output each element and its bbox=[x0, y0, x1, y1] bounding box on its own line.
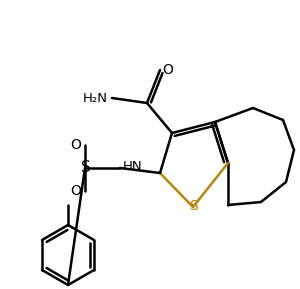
Text: H₂N: H₂N bbox=[83, 92, 108, 105]
Text: S: S bbox=[81, 160, 91, 175]
Text: S: S bbox=[190, 199, 198, 213]
Text: O: O bbox=[163, 63, 173, 77]
Text: HN: HN bbox=[123, 160, 142, 173]
Text: O: O bbox=[70, 138, 81, 152]
Text: O: O bbox=[70, 184, 81, 198]
